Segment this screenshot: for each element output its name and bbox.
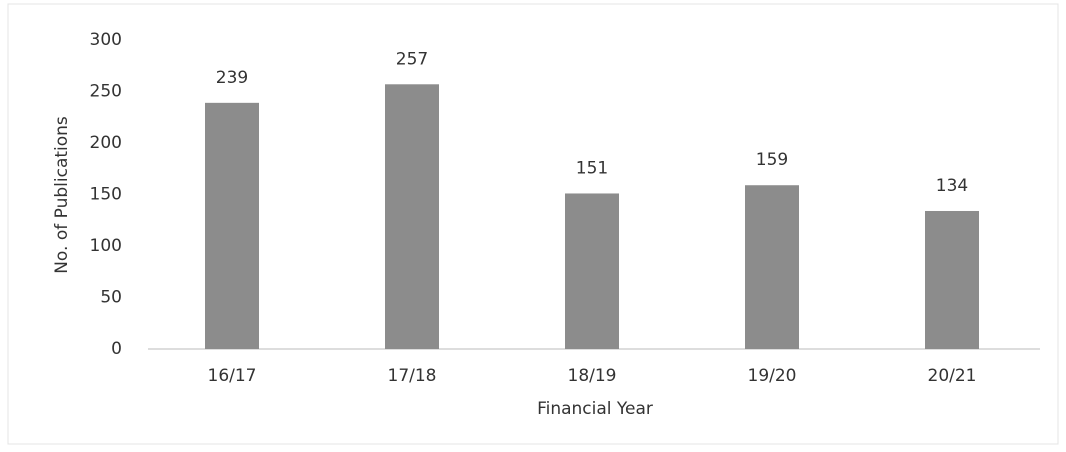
y-tick-label: 150 [90, 185, 122, 205]
data-label: 159 [756, 150, 788, 170]
bar [565, 193, 619, 349]
bar [925, 210, 979, 349]
x-tick-label: 18/19 [568, 366, 617, 386]
y-axis-title: No. of Publications [52, 116, 72, 274]
data-label: 239 [216, 68, 248, 88]
y-tick-label: 50 [100, 288, 122, 308]
y-tick-label: 250 [90, 82, 122, 102]
bar [745, 185, 799, 349]
y-tick-label: 300 [90, 30, 122, 50]
y-tick-label: 0 [111, 339, 122, 359]
x-axis-title: Financial Year [537, 399, 653, 419]
bar [205, 102, 259, 349]
data-label: 134 [936, 176, 968, 196]
bar [385, 84, 439, 349]
x-tick-label: 19/20 [748, 366, 797, 386]
y-tick-label: 100 [90, 236, 122, 256]
x-tick-label: 20/21 [928, 366, 977, 386]
chart-frame [7, 3, 1059, 445]
data-label: 257 [396, 49, 428, 69]
y-tick-label: 200 [90, 133, 122, 153]
x-tick-label: 17/18 [388, 366, 437, 386]
data-label: 151 [576, 158, 608, 178]
x-tick-label: 16/17 [208, 366, 257, 386]
